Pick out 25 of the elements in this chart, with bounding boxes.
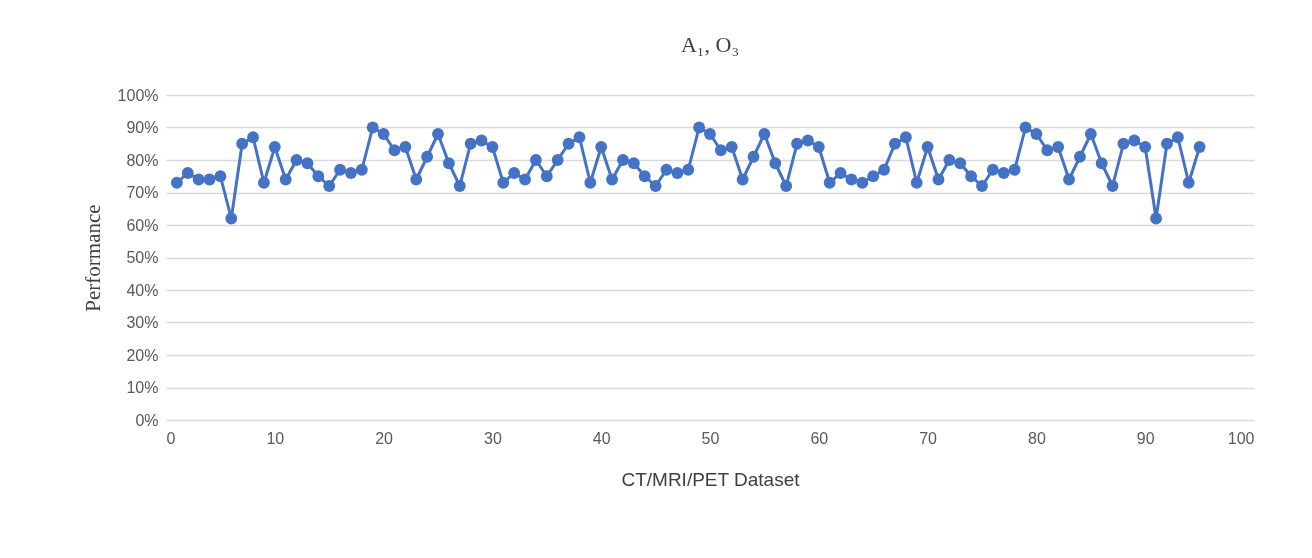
x-tick-label: 80 — [1028, 429, 1046, 447]
x-tick-label: 40 — [592, 429, 611, 447]
y-axis-title: Performance — [80, 204, 105, 312]
x-tick-label: 70 — [919, 429, 938, 447]
x-tick-label: 50 — [701, 429, 720, 447]
y-tick-label: 20% — [126, 346, 159, 364]
y-tick-label: 70% — [126, 184, 159, 201]
x-tick-label: 20 — [375, 429, 394, 447]
y-tick-label: 40% — [126, 281, 159, 299]
x-tick-label: 100 — [1227, 429, 1255, 447]
y-tick-label: 0% — [135, 411, 159, 429]
y-tick-label: 10% — [126, 379, 159, 396]
x-tick-label: 90 — [1136, 429, 1155, 447]
chart-title: A₁, O₃ — [680, 32, 740, 57]
x-tick-label: 60 — [810, 429, 829, 447]
y-tick-label: 80% — [126, 151, 159, 169]
x-tick-label: 0 — [166, 429, 176, 447]
x-axis-title: CT/MRI/PET Dataset — [621, 468, 801, 490]
x-tick-label: 10 — [266, 429, 285, 447]
y-tick-label: 50% — [126, 249, 159, 266]
y-tick-label: 100% — [117, 86, 159, 104]
y-tick-label: 60% — [126, 216, 159, 234]
y-tick-label: 30% — [126, 314, 159, 331]
y-tick-label: 90% — [126, 119, 159, 136]
x-tick-label: 30 — [484, 429, 502, 447]
